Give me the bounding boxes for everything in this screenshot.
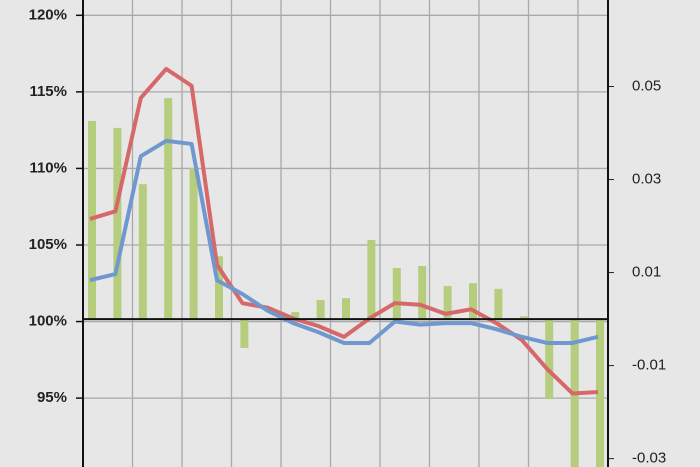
y2-tick-label: -0.03 [632,450,666,467]
y-tick-label: 100% [29,313,67,330]
bar [291,312,300,320]
y-tick-label: 95% [37,389,67,406]
bar [545,319,554,400]
bar [316,300,325,320]
bar [418,266,427,320]
y-tick-label: 105% [29,236,67,253]
bar [342,298,350,320]
bar [367,240,376,320]
plot-area [88,66,604,467]
y-tick-label: 120% [29,6,67,23]
y-tick-label: 115% [29,83,67,100]
y2-tick-label: -0.01 [632,357,666,374]
bar [240,319,249,348]
line [89,138,599,345]
bar [215,256,223,320]
bar [189,167,198,320]
bar [138,184,147,320]
y-tick-label: 110% [29,159,67,176]
bar [113,127,122,320]
y2-tick-label: 0.05 [632,77,661,94]
bar [494,288,503,320]
vertical-grid [131,0,579,467]
bar [443,286,452,320]
y2-tick-label: 0.01 [632,264,661,281]
bar [596,319,604,467]
y2-tick-label: 0.03 [632,171,661,188]
bar [392,267,401,320]
bar [519,316,528,320]
bar [469,283,477,320]
bar [164,98,173,320]
